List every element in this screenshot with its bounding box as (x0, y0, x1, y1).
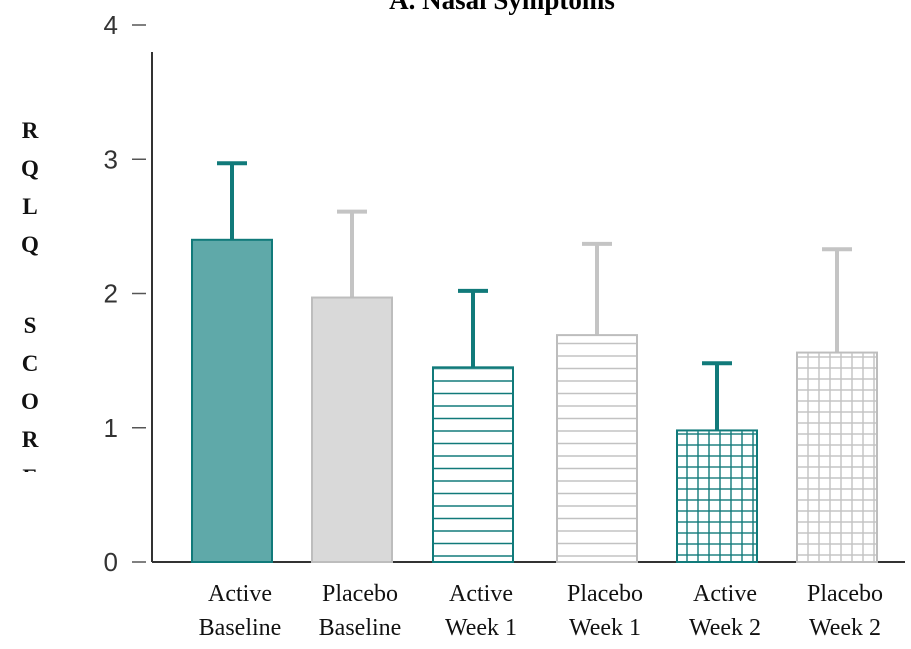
x-tick-label: Placebo Baseline (319, 581, 402, 641)
y-tick-label: 0 (104, 547, 118, 577)
x-tick-label: Active Week 1 (445, 581, 517, 641)
y-tick-label: 2 (104, 279, 118, 309)
bar-pattern (558, 336, 636, 561)
chart-title: A. Nasal Symptoms (389, 0, 615, 15)
bar-pattern (798, 353, 876, 561)
y-axis: 0 1 2 3 4 (104, 10, 905, 577)
y-tick-label: 1 (104, 413, 118, 443)
bar-pattern (434, 368, 512, 561)
bar-pattern (678, 431, 756, 561)
bars-group (191, 161, 878, 564)
x-tick-label: Placebo Week 2 (807, 581, 883, 641)
x-tick-label: Active Baseline (199, 581, 282, 641)
x-tick-label: Active Week 2 (689, 581, 761, 641)
bar-1 (191, 238, 273, 564)
x-axis-labels: Active Baseline Placebo Baseline Active Week … (199, 581, 883, 641)
y-tick-label: 4 (104, 10, 118, 40)
x-tick-label: Placebo Week 1 (567, 581, 643, 641)
y-tick-label: 3 (104, 144, 118, 174)
bar-2 (311, 296, 393, 563)
